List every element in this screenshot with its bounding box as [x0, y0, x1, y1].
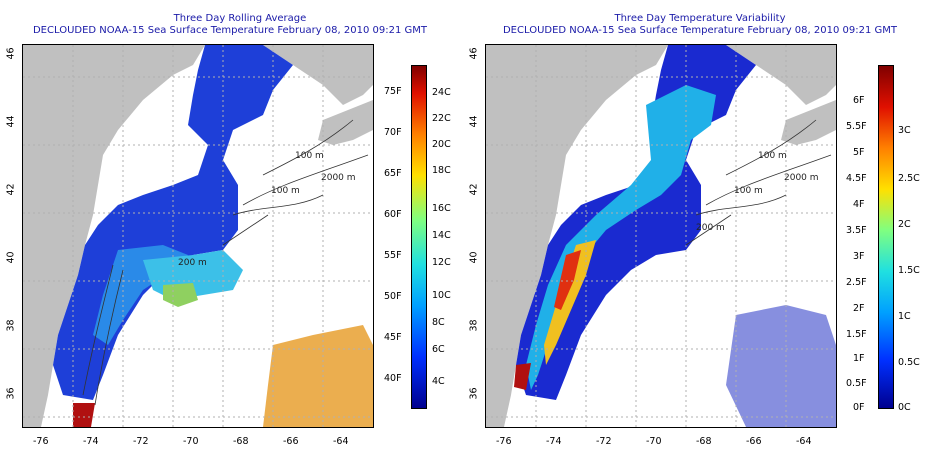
right-cbar-c: 0.5C [898, 357, 920, 368]
right-x-tick: -74 [546, 436, 562, 447]
right-x-tick: -76 [496, 436, 512, 447]
left-cbar-f: 60F [384, 209, 402, 220]
left-map[interactable]: 100 m 100 m 2000 m 200 m [22, 44, 374, 428]
right-var-high [544, 240, 596, 365]
right-y-tick: 36 [468, 387, 480, 400]
left-cbar-f: 50F [384, 291, 402, 302]
right-title-2: DECLOUDED NOAA-15 Sea Surface Temperatur… [502, 25, 898, 36]
left-title-1: Three Day Rolling Average [173, 13, 307, 24]
right-cbar-f: 5F [853, 147, 865, 158]
right-y-tick: 46 [468, 47, 480, 60]
left-x-tick: -74 [83, 436, 99, 447]
left-cbar-f: 65F [384, 168, 402, 179]
left-cbar-f: 75F [384, 86, 402, 97]
left-cbar-c: 14C [432, 230, 451, 241]
left-y-tick: 40 [5, 251, 17, 264]
left-x-tick: -72 [133, 436, 149, 447]
right-cbar-c: 2.5C [898, 173, 920, 184]
right-cbar-f: 4F [853, 199, 865, 210]
right-cbar-f: 3.5F [846, 225, 867, 236]
left-contour-label-1: 100 m [295, 151, 324, 161]
right-cbar-c: 0C [898, 402, 911, 413]
right-x-tick: -64 [796, 436, 812, 447]
right-colorbar [878, 65, 894, 409]
left-cbar-c: 10C [432, 290, 451, 301]
left-cbar-f: 70F [384, 127, 402, 138]
right-cbar-f: 1F [853, 353, 865, 364]
right-y-tick: 42 [468, 183, 480, 196]
right-x-tick: -68 [696, 436, 712, 447]
left-x-tick: -76 [33, 436, 49, 447]
left-land-mainland [23, 45, 205, 427]
right-cbar-c: 3C [898, 125, 911, 136]
right-cbar-f: 6F [853, 95, 865, 106]
right-title-1: Three Day Temperature Variability [614, 13, 786, 24]
left-y-tick: 44 [5, 115, 17, 128]
right-contour-label-2: 100 m [734, 186, 763, 196]
right-cbar-f: 5.5F [846, 121, 867, 132]
left-x-tick: -70 [183, 436, 199, 447]
right-var-peak-south [514, 363, 531, 390]
right-land-ne [726, 45, 836, 105]
left-cbar-c: 20C [432, 139, 451, 150]
right-var-mid [526, 85, 716, 390]
right-cbar-f: 2F [853, 303, 865, 314]
left-contour-label-4: 200 m [178, 258, 207, 268]
right-var-offshore [726, 305, 836, 427]
left-sst-warm-south [263, 325, 373, 427]
left-cbar-c: 6C [432, 344, 445, 355]
left-cbar-c: 8C [432, 317, 445, 328]
right-y-tick: 44 [468, 115, 480, 128]
left-x-tick: -66 [283, 436, 299, 447]
right-cbar-f: 0F [853, 402, 865, 413]
right-cbar-c: 1C [898, 311, 911, 322]
left-sst-warm-patch [163, 283, 198, 307]
left-land-ne [263, 45, 373, 105]
left-land-novascotia [318, 100, 373, 145]
right-contour-label-1: 100 m [758, 151, 787, 161]
right-var-peak [554, 250, 581, 310]
left-cbar-c: 4C [432, 376, 445, 387]
right-cbar-f: 1.5F [846, 329, 867, 340]
right-cbar-f: 2.5F [846, 277, 867, 288]
right-cbar-f: 4.5F [846, 173, 867, 184]
right-contour-label-3: 2000 m [784, 173, 819, 183]
left-x-tick: -64 [333, 436, 349, 447]
right-cbar-c: 2C [898, 219, 911, 230]
left-cbar-c: 12C [432, 257, 451, 268]
left-title-2: DECLOUDED NOAA-15 Sea Surface Temperatur… [32, 25, 428, 36]
left-x-tick: -68 [233, 436, 249, 447]
right-contour-label-4: 200 m [696, 223, 725, 233]
right-x-tick: -66 [746, 436, 762, 447]
left-colorbar [411, 65, 427, 409]
left-sst-hot [73, 403, 95, 427]
right-x-tick: -72 [596, 436, 612, 447]
left-cbar-c: 18C [432, 165, 451, 176]
left-y-tick: 46 [5, 47, 17, 60]
left-cbar-f: 55F [384, 250, 402, 261]
left-y-tick: 42 [5, 183, 17, 196]
left-cbar-c: 24C [432, 87, 451, 98]
left-cbar-c: 16C [432, 203, 451, 214]
right-y-tick: 38 [468, 319, 480, 332]
left-cbar-f: 45F [384, 332, 402, 343]
left-y-tick: 36 [5, 387, 17, 400]
right-map[interactable]: 100 m 100 m 2000 m 200 m [485, 44, 837, 428]
right-map-svg: 100 m 100 m 2000 m 200 m [486, 45, 836, 427]
right-land-novascotia [781, 100, 836, 145]
right-var-low [516, 45, 756, 400]
right-y-tick: 40 [468, 251, 480, 264]
left-contour-label-2: 100 m [271, 186, 300, 196]
right-cbar-f: 3F [853, 251, 865, 262]
left-cbar-c: 22C [432, 113, 451, 124]
right-cbar-c: 1.5C [898, 265, 920, 276]
right-cbar-f: 0.5F [846, 378, 867, 389]
left-contour-label-3: 2000 m [321, 173, 356, 183]
right-x-tick: -70 [646, 436, 662, 447]
left-map-svg: 100 m 100 m 2000 m 200 m [23, 45, 373, 427]
right-land-mainland [486, 45, 668, 427]
left-cbar-f: 40F [384, 373, 402, 384]
left-y-tick: 38 [5, 319, 17, 332]
